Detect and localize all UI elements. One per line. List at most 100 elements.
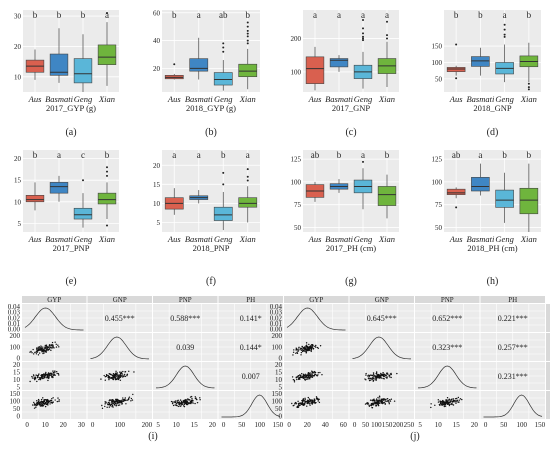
panel-label: (i)	[148, 431, 157, 442]
y-tick-label: 125	[432, 156, 443, 164]
scatter-point	[50, 349, 52, 352]
scatter-point	[172, 404, 175, 407]
x-category-label: Geng	[74, 234, 92, 244]
scatter-point	[130, 400, 132, 402]
scatter-point	[184, 399, 187, 401]
y-tick-label: 150	[10, 390, 21, 398]
scatter-point	[380, 400, 383, 402]
scatter-point	[45, 351, 47, 354]
scatter-point	[309, 399, 311, 402]
scatter-point	[380, 374, 382, 376]
outlier-point	[106, 174, 108, 177]
scatter-point	[179, 399, 182, 401]
scatter-point	[300, 403, 302, 405]
scatter-point	[187, 398, 189, 400]
scatter-point	[307, 396, 310, 399]
significance-letter: b	[246, 10, 251, 20]
scatter-point	[378, 401, 380, 404]
scatter-point	[378, 374, 380, 376]
scatter-point	[46, 349, 49, 351]
scatter-point	[390, 398, 393, 400]
scatter-point	[181, 401, 184, 403]
scatter-point	[445, 401, 447, 404]
y-tick-label: 100	[272, 343, 283, 351]
column-strip	[153, 296, 218, 303]
x-category-label: Geng	[495, 234, 513, 244]
scatter-point	[377, 396, 379, 399]
x-tick-label: 60	[340, 421, 348, 429]
scatter-point	[36, 404, 39, 406]
scatter-point	[300, 354, 302, 356]
y-tick-label: 50	[435, 224, 443, 232]
outlier-point	[246, 21, 249, 24]
x-category-label: Basmati	[185, 234, 214, 244]
scatter-point	[32, 374, 35, 376]
scatter-point	[383, 374, 385, 376]
scatter-point	[375, 398, 378, 400]
scatter-point	[186, 402, 188, 405]
x-tick-label: 0	[353, 421, 357, 429]
x-tick-label: 5	[418, 421, 422, 429]
significance-letter: ab	[219, 10, 228, 20]
scatter-point	[311, 376, 314, 378]
scatter-point	[113, 376, 116, 379]
column-strip-label: GYP	[309, 296, 323, 304]
pairs-panel-i: GYPGNPPNPPHGYPGNPPNPPH0.455***0.588***0.…	[8, 296, 296, 442]
scatter-point	[305, 345, 307, 348]
scatter-point	[108, 402, 111, 404]
x-category-label: Geng	[354, 94, 372, 104]
scatter-point	[172, 401, 174, 403]
scatter-point	[298, 346, 300, 349]
scatter-point	[189, 402, 191, 404]
scatter-point	[133, 371, 135, 373]
scatter-point	[38, 401, 41, 404]
scatter-point	[104, 379, 107, 381]
scatter-point	[381, 402, 384, 405]
scatter-point	[452, 398, 455, 400]
scatter-point	[365, 379, 367, 381]
x-category-label: Aus	[449, 234, 463, 244]
y-tick-label: 15	[13, 369, 21, 377]
x-category-label: Xian	[378, 94, 395, 104]
scatter-point	[301, 399, 304, 401]
scatter-point	[313, 398, 316, 400]
scatter-point	[50, 344, 53, 347]
scatter-point	[52, 370, 54, 372]
scatter-point	[126, 373, 129, 375]
scatter-point	[112, 401, 115, 403]
outlier-point	[527, 82, 530, 85]
scatter-point	[115, 373, 117, 375]
scatter-point	[118, 374, 120, 377]
scatter-point	[53, 347, 55, 349]
outlier-point	[246, 179, 249, 182]
scatter-point	[382, 371, 384, 374]
scatter-point	[37, 346, 39, 349]
scatter-point	[41, 346, 43, 348]
significance-letter: b	[221, 150, 226, 160]
scatter-point	[108, 406, 111, 408]
scatter-point	[36, 347, 38, 349]
y-tick-label: 30	[14, 13, 22, 21]
scatter-point	[199, 399, 201, 401]
scatter-point	[308, 401, 310, 403]
scatter-point	[455, 401, 457, 403]
outlier-point	[246, 32, 249, 35]
scatter-point	[191, 397, 193, 400]
scatter-point	[369, 377, 371, 379]
scatter-point	[308, 374, 310, 376]
scatter-point	[116, 372, 118, 374]
scatter-point	[119, 399, 121, 402]
scatter-point	[372, 400, 374, 402]
scatter-point	[116, 402, 118, 404]
scatter-point	[310, 401, 312, 403]
scatter-point	[123, 398, 126, 401]
y-tick-label: 0.03	[8, 309, 21, 317]
scatter-point	[383, 378, 385, 380]
scatter-point	[458, 399, 460, 401]
y-tick-label: 100	[10, 398, 21, 406]
scatter-point	[126, 399, 128, 402]
scatter-point	[309, 372, 311, 374]
density-curve	[221, 394, 281, 418]
x-category-label: Geng	[214, 234, 232, 244]
